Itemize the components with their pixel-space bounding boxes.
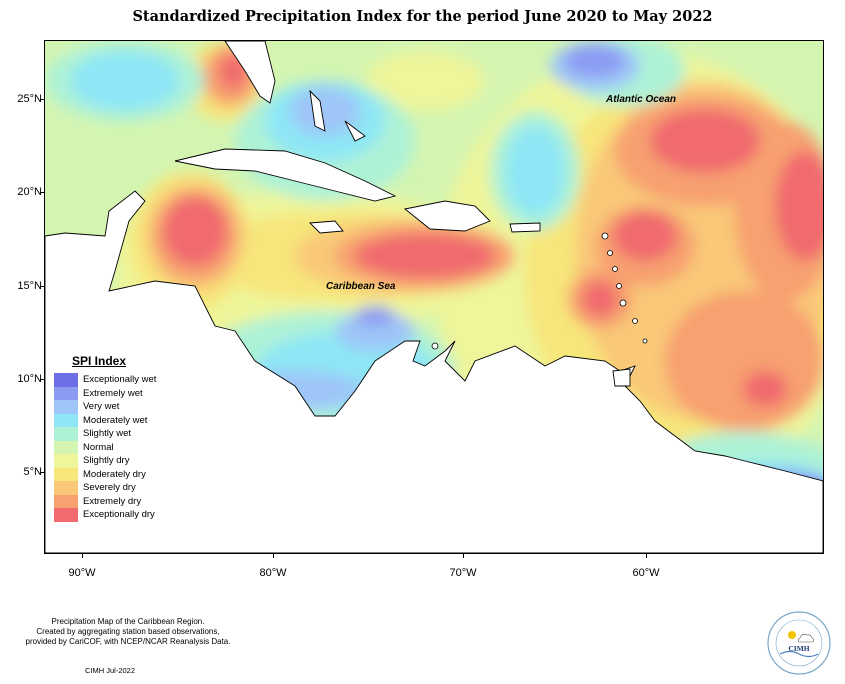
legend-label: Very wet bbox=[83, 401, 120, 413]
legend-swatch bbox=[54, 454, 78, 468]
bahamas-land bbox=[309, 89, 326, 132]
hispaniola-land bbox=[403, 200, 491, 232]
atlantic-ocean-label: Atlantic Ocean bbox=[606, 94, 677, 105]
lon-tick bbox=[463, 553, 464, 558]
jamaica-land bbox=[308, 220, 344, 234]
legend-swatch bbox=[54, 467, 78, 481]
legend-item: Extremely wet bbox=[54, 386, 156, 400]
footnote: Precipitation Map of the Caribbean Regio… bbox=[8, 617, 248, 647]
footnote-line: Precipitation Map of the Caribbean Regio… bbox=[51, 617, 205, 626]
central-america-land bbox=[45, 190, 823, 553]
lon-tick bbox=[273, 553, 274, 558]
lat-label-15: 15°N bbox=[17, 280, 42, 292]
lat-tick bbox=[40, 379, 44, 380]
legend-swatch bbox=[54, 508, 78, 522]
legend-label: Moderately dry bbox=[83, 468, 146, 480]
lat-label-25: 25°N bbox=[17, 93, 42, 105]
cimh-logo: CIMH bbox=[766, 610, 832, 676]
legend-label: Slightly dry bbox=[83, 455, 130, 467]
lon-label-80: 80°W bbox=[259, 567, 287, 579]
florida-land bbox=[224, 41, 276, 104]
legend-item: Moderately dry bbox=[54, 467, 156, 481]
legend-item: Normal bbox=[54, 440, 156, 454]
sun-cloud-icon bbox=[788, 631, 815, 643]
lon-tick bbox=[82, 553, 83, 558]
lat-tick bbox=[40, 99, 44, 100]
legend-label: Exceptionally dry bbox=[83, 509, 155, 521]
spi-map bbox=[44, 40, 824, 554]
land bbox=[45, 41, 823, 553]
legend-swatch bbox=[54, 427, 78, 441]
puerto-rico-land bbox=[509, 222, 541, 233]
footnote-line: Created by aggregating station based obs… bbox=[36, 627, 220, 636]
legend-item: Extremely dry bbox=[54, 494, 156, 508]
legend-swatch bbox=[54, 481, 78, 495]
legend-label: Severely dry bbox=[83, 482, 136, 494]
lat-tick bbox=[40, 192, 44, 193]
lon-tick bbox=[646, 553, 647, 558]
legend-swatch bbox=[54, 440, 78, 454]
legend-label: Extremely dry bbox=[83, 495, 142, 507]
caribbean-sea-label: Caribbean Sea bbox=[326, 281, 396, 292]
legend-swatch bbox=[54, 373, 78, 387]
legend-swatch bbox=[54, 400, 78, 414]
legend-item: Exceptionally wet bbox=[54, 373, 156, 387]
lat-label-10: 10°N bbox=[17, 373, 42, 385]
legend-label: Moderately wet bbox=[83, 414, 148, 426]
trinidad-land bbox=[612, 368, 631, 387]
lat-label-5: 5°N bbox=[23, 466, 42, 478]
map-title: Standardized Precipitation Index for the… bbox=[132, 8, 713, 25]
lon-label-60: 60°W bbox=[632, 567, 660, 579]
legend-swatch bbox=[54, 494, 78, 508]
legend-item: Moderately wet bbox=[54, 413, 156, 427]
lat-label-20: 20°N bbox=[17, 186, 42, 198]
credit-date: CIMH Jul-2022 bbox=[85, 666, 136, 675]
lon-label-70: 70°W bbox=[449, 567, 477, 579]
legend-item: Severely dry bbox=[54, 481, 156, 495]
legend-item: Very wet bbox=[54, 400, 156, 414]
lon-label-90: 90°W bbox=[68, 567, 96, 579]
legend-label: Slightly wet bbox=[83, 428, 132, 440]
legend-swatch bbox=[54, 413, 78, 427]
legend-label: Exceptionally wet bbox=[83, 374, 157, 386]
lat-tick bbox=[40, 286, 44, 287]
legend-label: Extremely wet bbox=[83, 387, 143, 399]
legend-swatch bbox=[54, 386, 78, 400]
legend-title: SPI Index bbox=[72, 354, 127, 368]
spi-legend: SPI Index Exceptionally wet Extremely wet… bbox=[54, 354, 156, 522]
lesser-antilles bbox=[431, 232, 648, 350]
legend-label: Normal bbox=[83, 441, 114, 453]
footnote-line: provided by CariCOF, with NCEP/NCAR Rean… bbox=[25, 637, 231, 646]
logo-text: CIMH bbox=[788, 644, 809, 653]
legend-item: Exceptionally dry bbox=[54, 508, 156, 522]
legend-item: Slightly wet bbox=[54, 427, 156, 441]
legend-item: Slightly dry bbox=[54, 454, 156, 468]
cuba-land bbox=[174, 148, 397, 202]
lat-tick bbox=[40, 472, 44, 473]
